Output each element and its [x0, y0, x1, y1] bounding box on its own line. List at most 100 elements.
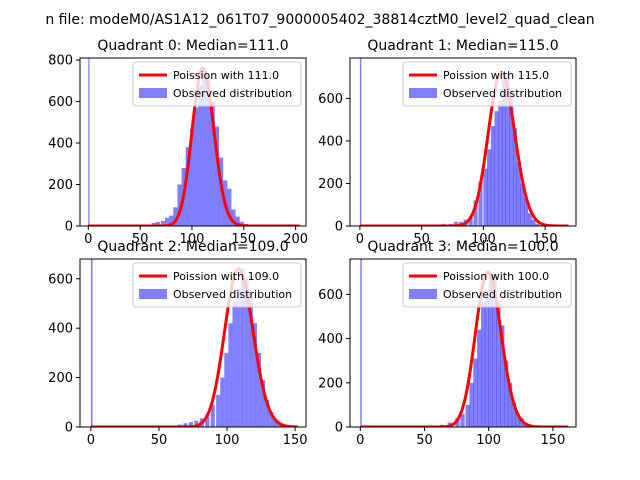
- histogram-bar: [488, 272, 493, 427]
- y-tick-label: 200: [48, 178, 73, 193]
- histogram-bar: [473, 358, 478, 427]
- histogram-bar: [498, 100, 503, 226]
- plot-area: [87, 58, 301, 226]
- histogram-bar: [232, 301, 237, 427]
- histogram-bar: [524, 198, 529, 226]
- x-tick-label: 100: [180, 232, 205, 247]
- histogram-bar: [205, 414, 210, 427]
- histogram-bar: [513, 128, 518, 226]
- histogram-bar: [244, 278, 249, 427]
- x-tick-label: 150: [283, 433, 308, 448]
- histogram-bar: [236, 288, 241, 427]
- histogram-bar: [240, 268, 245, 427]
- poisson-fit-line: [360, 270, 569, 427]
- x-tick-label: 100: [476, 433, 501, 448]
- histogram-bar: [478, 181, 483, 226]
- x-tick-label: 0: [356, 232, 364, 247]
- y-tick-label: 200: [318, 376, 343, 391]
- y-tick-label: 0: [335, 220, 343, 235]
- chart-title: Quadrant 2: Median=109.0: [97, 239, 288, 255]
- chart-panel-3: 0 50 100 150 0 200 400 600 Quadrant 3: Median=10…: [318, 239, 577, 448]
- histogram-bar: [160, 220, 166, 226]
- histogram-bar: [194, 107, 199, 226]
- y-tick-label: 400: [318, 332, 343, 347]
- histogram-bar: [507, 382, 513, 427]
- histogram-bar: [248, 293, 253, 427]
- chart-title: Quadrant 3: Median=100.0: [367, 239, 558, 255]
- histogram-bar: [214, 126, 220, 226]
- histogram-bar: [535, 223, 540, 226]
- histogram-bar: [501, 77, 506, 226]
- histogram-bar: [511, 402, 517, 427]
- axes-frame: [79, 57, 307, 227]
- histogram-bar: [173, 207, 178, 226]
- histogram-bar: [261, 380, 266, 427]
- histogram-bar: [252, 323, 257, 427]
- y-tick-label: 800: [48, 54, 73, 69]
- histogram-bar: [269, 412, 274, 427]
- chart-panel-0: 0 50 100 150 200 0 200 400 600 800 Quadrant 0: Med…: [48, 38, 308, 247]
- y-tick-label: 600: [318, 92, 343, 107]
- histogram-bar: [504, 360, 509, 427]
- histogram-bar: [484, 294, 490, 427]
- histogram-bar: [224, 352, 229, 427]
- histogram-bar: [210, 404, 215, 427]
- histogram-bar: [206, 76, 211, 226]
- y-tick-label: 600: [48, 95, 73, 110]
- histogram-bar: [194, 420, 199, 427]
- histogram-spike: [359, 58, 362, 226]
- histogram-bar: [216, 394, 221, 427]
- histogram-bar: [188, 422, 193, 427]
- histogram-bar: [185, 147, 190, 226]
- y-tick-label: 400: [48, 322, 73, 337]
- y-tick-label: 0: [65, 220, 73, 235]
- histogram-bar: [500, 325, 505, 427]
- histogram-bar: [520, 183, 525, 226]
- legend-label-fit: Poission with 100.0: [443, 270, 549, 283]
- histogram-bar: [183, 423, 188, 427]
- x-tick-label: 0: [87, 433, 95, 448]
- histogram-bar: [492, 274, 497, 427]
- plot-area: [359, 58, 569, 226]
- histogram-bar: [177, 184, 182, 226]
- legend-swatch-hist: [409, 88, 437, 98]
- histogram-bar: [239, 221, 244, 226]
- legend-label-hist: Observed distribution: [443, 87, 562, 100]
- histogram-bar: [189, 128, 195, 226]
- y-tick-label: 0: [65, 421, 73, 436]
- x-tick-label: 50: [416, 433, 433, 448]
- histogram-bar: [509, 89, 514, 226]
- x-tick-label: 50: [413, 232, 430, 247]
- histogram-bar: [210, 101, 215, 226]
- histogram-bar: [169, 215, 174, 226]
- histogram-bar: [527, 213, 532, 226]
- plot-area: [360, 259, 569, 427]
- histogram-bar: [273, 419, 278, 427]
- y-tick-label: 200: [48, 371, 73, 386]
- histogram-bar: [460, 413, 465, 427]
- histogram-bar: [496, 303, 501, 427]
- histogram-bar: [198, 84, 203, 226]
- legend: Poission with 109.0 Observed distribution: [132, 262, 302, 308]
- histogram-bar: [465, 404, 470, 427]
- legend: Poission with 115.0 Observed distribution: [402, 61, 572, 107]
- histogram-bar: [256, 352, 262, 427]
- histogram-bar: [220, 377, 225, 427]
- histogram-bar: [516, 162, 521, 226]
- chart-panel-2: 0 50 100 150 0 200 400 600 Quadrant 2: Median=10…: [48, 239, 307, 448]
- legend-label-fit: Poission with 111.0: [173, 69, 279, 82]
- legend-box: [132, 61, 302, 107]
- histogram-bar: [505, 72, 510, 226]
- histogram-bar: [490, 126, 495, 226]
- figure-suptitle: n file: modeM0/AS1A12_061T07_9000005402_…: [45, 12, 594, 28]
- x-tick-label: 150: [540, 433, 565, 448]
- x-tick-label: 150: [231, 232, 256, 247]
- histogram-bar: [483, 168, 488, 226]
- histogram-spike: [360, 259, 362, 427]
- y-tick-label: 600: [48, 272, 73, 287]
- histogram-bar: [235, 216, 240, 226]
- histogram-bar: [227, 188, 232, 226]
- legend-label-hist: Observed distribution: [173, 87, 292, 100]
- legend-label-fit: Poission with 109.0: [173, 270, 279, 283]
- x-tick-label: 50: [151, 433, 168, 448]
